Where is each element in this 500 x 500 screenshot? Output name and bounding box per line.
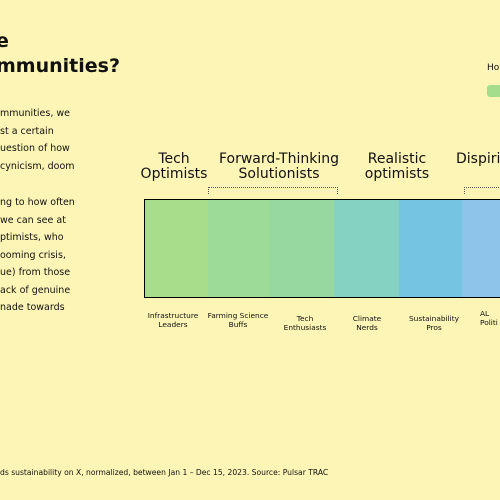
source-footnote: ds sustainability on X, normalized, betw… bbox=[0, 468, 329, 477]
body-line: we can see at bbox=[0, 214, 66, 226]
body-line: ptimists, who bbox=[0, 232, 64, 243]
page-title-line-2: mmunities? bbox=[0, 55, 120, 77]
bracket-dispiriting bbox=[464, 187, 500, 194]
segment-climate-nerds bbox=[334, 200, 399, 297]
segment-label: Tech Enthusiasts bbox=[283, 314, 327, 332]
body-line: ack of genuine bbox=[0, 284, 71, 296]
body-line: ue) from those bbox=[0, 267, 71, 278]
body-paragraph: ng to how often we can see at ptimists, … bbox=[0, 194, 75, 317]
segment-sustainability-pros bbox=[398, 200, 463, 297]
body-line: ng to how often bbox=[0, 197, 75, 208]
intro-line: st a certain bbox=[0, 125, 54, 137]
segment-label: Farming Science Buffs bbox=[207, 311, 269, 329]
page-title-line-1: e bbox=[0, 30, 9, 52]
category-realistic-optimists: Realistic optimists bbox=[364, 151, 430, 182]
legend-title: Ho bbox=[487, 63, 500, 73]
segment-label: Sustainability Pros bbox=[408, 314, 460, 332]
intro-line: cynicism, doom bbox=[0, 160, 75, 172]
segment-al-politi bbox=[462, 200, 500, 297]
page-title: e mmunities? bbox=[0, 29, 120, 79]
intro-paragraph: mmunities, we st a certain uestion of ho… bbox=[0, 105, 75, 175]
legend-swatch bbox=[487, 85, 500, 97]
segment-farming-science-buffs bbox=[207, 200, 271, 297]
body-line: ooming crisis, bbox=[0, 249, 66, 261]
intro-line: mmunities, we bbox=[0, 108, 71, 119]
body-line: nade towards bbox=[0, 302, 65, 313]
segment-label: Climate Nerds bbox=[352, 314, 382, 332]
category-dispiriting: Dispiriti bbox=[456, 151, 500, 167]
intro-line: uestion of how bbox=[0, 143, 70, 154]
category-forward-thinking-solutionists: Forward-Thinking Solutionists bbox=[218, 151, 339, 182]
segment-bar bbox=[144, 199, 500, 298]
segment-infrastructure-leaders bbox=[145, 200, 208, 297]
segment-label: AL Politi bbox=[480, 309, 498, 327]
segment-label: Infrastructure Leaders bbox=[147, 311, 199, 329]
bracket-forward-thinking bbox=[208, 187, 338, 194]
segment-tech-enthusiasts bbox=[270, 200, 334, 297]
category-tech-optimists: Tech Optimists bbox=[140, 151, 208, 182]
